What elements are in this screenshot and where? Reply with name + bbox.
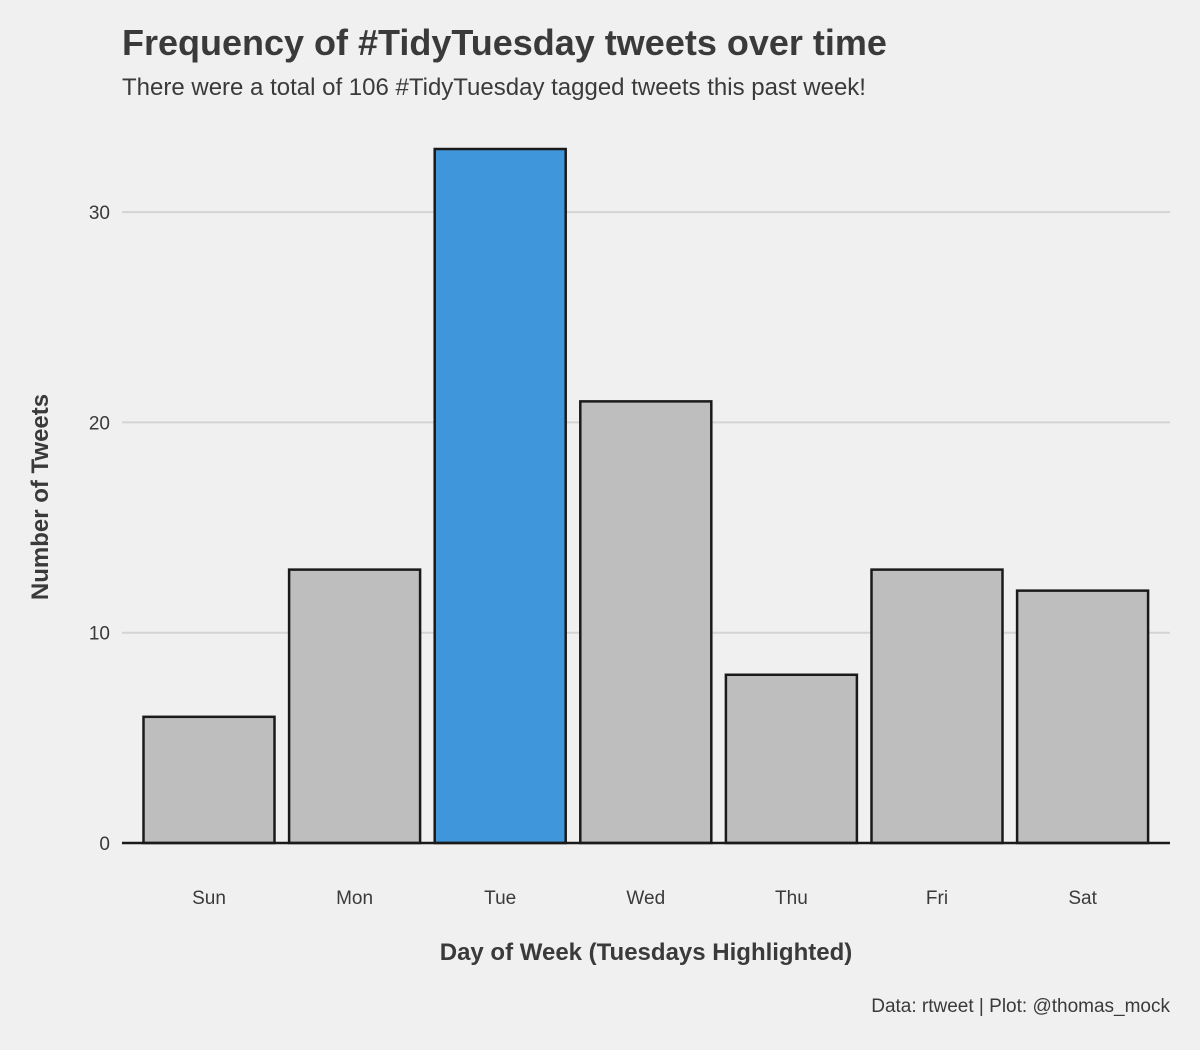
x-axis-ticks: Sun Mon Tue Wed Thu Fri Sat xyxy=(192,888,1097,909)
y-tick-label: 10 xyxy=(89,624,110,645)
x-tick-label-sat: Sat xyxy=(1068,888,1097,909)
y-axis-ticks: 0 10 20 30 xyxy=(89,203,110,855)
chart-title: Frequency of #TidyTuesday tweets over ti… xyxy=(122,22,887,63)
y-axis-title: Number of Tweets xyxy=(27,394,54,600)
y-tick-label: 0 xyxy=(99,834,110,855)
x-tick-label-tue: Tue xyxy=(484,888,516,909)
y-tick-label: 30 xyxy=(89,203,110,224)
bar-fri xyxy=(870,568,1004,845)
caption: Data: rtweet | Plot: @thomas_mock xyxy=(871,996,1170,1017)
x-tick-label-fri: Fri xyxy=(926,888,948,909)
x-tick-label-thu: Thu xyxy=(775,888,808,909)
bar-wed xyxy=(579,400,713,845)
y-tick-label: 20 xyxy=(89,413,110,434)
bar-sun xyxy=(142,715,276,845)
bar-thu xyxy=(724,673,859,845)
chart-subtitle: There were a total of 106 #TidyTuesday t… xyxy=(122,74,866,101)
bar-mon xyxy=(287,568,422,845)
bar-tue xyxy=(433,147,567,845)
bar-sat xyxy=(1015,589,1150,845)
bars xyxy=(142,147,1150,845)
x-tick-label-sun: Sun xyxy=(192,888,226,909)
x-axis-title: Day of Week (Tuesdays Highlighted) xyxy=(440,939,853,966)
x-tick-label-wed: Wed xyxy=(626,888,665,909)
x-tick-label-mon: Mon xyxy=(336,888,373,909)
